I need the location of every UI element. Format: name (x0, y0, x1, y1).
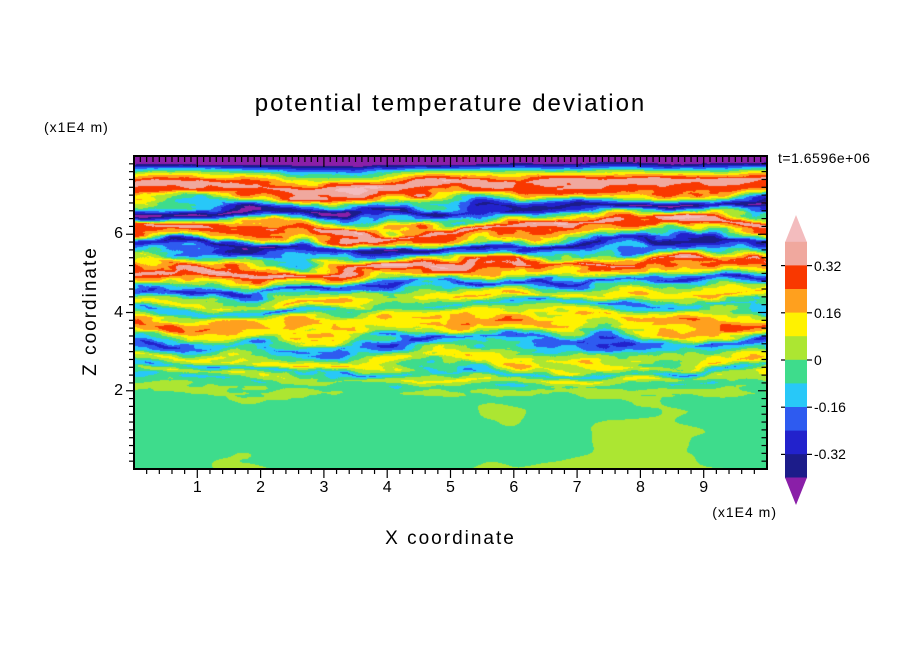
timestamp-label: t=1.6596e+06 (778, 150, 871, 166)
x-axis-unit: (x1E4 m) (712, 504, 777, 520)
colorbar-tick-label: -0.16 (814, 399, 846, 416)
colorbar-tick-label: 0.16 (814, 304, 842, 321)
x-tick-label: 3 (319, 479, 329, 496)
x-tick-label: 2 (256, 479, 266, 496)
contour-field (134, 156, 767, 469)
x-tick-label: 6 (509, 479, 519, 496)
colorbar-tick-label: 0.32 (814, 257, 842, 274)
x-tick-label: 5 (446, 479, 455, 496)
chart-title: potential temperature deviation (254, 90, 647, 117)
colorbar-tick-label: 0 (814, 352, 822, 368)
x-tick-label: 7 (572, 479, 582, 496)
x-tick-label: 8 (635, 479, 645, 496)
x-tick-label: 1 (192, 479, 202, 496)
x-tick-label: 4 (382, 479, 392, 496)
y-axis-unit: (x1E4 m) (44, 119, 109, 135)
x-axis-title: X coordinate (385, 528, 516, 549)
x-tick-label: 9 (699, 479, 709, 496)
y-axis-title: Z coordinate (80, 246, 101, 376)
colorbar-tick-label: -0.32 (814, 446, 846, 463)
